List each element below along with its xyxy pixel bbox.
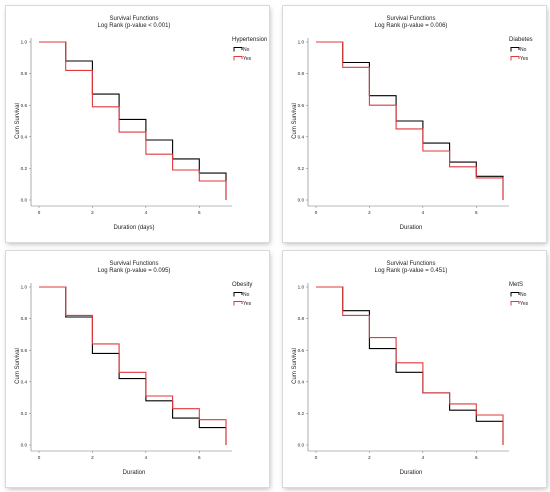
legend-swatch-no — [233, 47, 243, 52]
x-tick-label: 4 — [145, 210, 148, 215]
legend-label-yes: Yes — [520, 301, 529, 307]
legend-label-yes: Yes — [243, 56, 252, 62]
legend-swatch-yes — [510, 56, 520, 61]
x-axis-label: Duration (days) — [113, 225, 154, 231]
legend-title: MetS — [509, 282, 523, 288]
chart-panel-hypertension: Survival Functions Log Rank (p-value < 0.… — [6, 6, 269, 242]
legend-swatch-yes — [233, 301, 243, 306]
chart-title: Survival Functions — [109, 261, 158, 267]
y-tick-label: 0.6 — [298, 348, 305, 353]
y-tick-label: 0.8 — [21, 71, 28, 76]
x-tick-label: 6 — [198, 210, 201, 215]
y-tick-label: 0.4 — [21, 379, 28, 384]
y-tick-label: 0.8 — [298, 316, 305, 321]
legend-label-yes: Yes — [520, 56, 529, 62]
y-tick-label: 0.4 — [298, 379, 305, 384]
y-tick-label: 0.4 — [21, 134, 28, 139]
x-tick-label: 2 — [368, 210, 371, 215]
x-tick-label: 4 — [422, 210, 425, 215]
x-tick-label: 0 — [38, 210, 41, 215]
y-tick-label: 1.0 — [298, 40, 305, 45]
chart-subtitle: Log Rank (p-value = 0.451) — [375, 268, 448, 274]
y-tick-label: 1.0 — [21, 40, 28, 45]
legend-swatch-no — [510, 47, 520, 52]
survival-curve-yes — [316, 41, 504, 200]
x-tick-label: 4 — [422, 455, 425, 460]
y-axis-label: Cum Survival — [292, 103, 298, 139]
y-tick-label: 1.0 — [21, 285, 28, 290]
x-tick-label: 0 — [38, 455, 41, 460]
x-tick-label: 2 — [368, 455, 371, 460]
legend-swatch-yes — [510, 301, 520, 306]
survival-curve-no — [316, 286, 504, 445]
survival-curve-no — [316, 41, 504, 200]
legend-label-no: No — [243, 47, 250, 53]
chart-title: Survival Functions — [386, 261, 435, 267]
chart-subtitle: Log Rank (p-value = 0.006) — [375, 23, 448, 29]
y-tick-label: 0.0 — [21, 198, 28, 203]
legend-label-yes: Yes — [243, 301, 252, 307]
x-tick-label: 2 — [91, 455, 94, 460]
y-tick-label: 0.0 — [298, 443, 305, 448]
x-tick-label: 6 — [475, 455, 478, 460]
y-tick-label: 0.2 — [21, 166, 28, 171]
legend-swatch-no — [510, 292, 520, 297]
y-tick-label: 0.2 — [298, 166, 305, 171]
y-tick-label: 0.2 — [21, 411, 28, 416]
legend-swatch-no — [233, 292, 243, 297]
y-axis-label: Cum Survival — [292, 348, 298, 384]
survival-curve-yes — [39, 41, 227, 200]
chart-title: Survival Functions — [109, 16, 158, 22]
y-tick-label: 0.6 — [21, 103, 28, 108]
survival-curve-no — [39, 41, 227, 200]
survival-curve-yes — [39, 286, 227, 445]
x-axis-label: Duration — [400, 470, 423, 476]
x-axis-label: Duration — [123, 470, 146, 476]
chart-subtitle: Log Rank (p-value < 0.001) — [98, 23, 171, 29]
y-axis-label: Cum Survival — [15, 103, 21, 139]
chart-title: Survival Functions — [386, 16, 435, 22]
legend-label-no: No — [243, 292, 250, 298]
chart-panel-obesity: Survival Functions Log Rank (p-value = 0.… — [6, 251, 269, 487]
y-tick-label: 0.6 — [298, 103, 305, 108]
chart-panel-diabetes: Survival Functions Log Rank (p-value = 0.… — [283, 6, 546, 242]
chart-subtitle: Log Rank (p-value = 0.095) — [98, 268, 171, 274]
x-tick-label: 2 — [91, 210, 94, 215]
y-tick-label: 0.4 — [298, 134, 305, 139]
y-tick-label: 0.6 — [21, 348, 28, 353]
legend-title: Hypertension — [232, 37, 267, 43]
legend-title: Obesity — [232, 282, 252, 288]
x-tick-label: 4 — [145, 455, 148, 460]
legend-swatch-yes — [233, 56, 243, 61]
survival-curve-no — [39, 286, 227, 445]
y-tick-label: 1.0 — [298, 285, 305, 290]
y-tick-label: 0.2 — [298, 411, 305, 416]
x-tick-label: 6 — [198, 455, 201, 460]
y-tick-label: 0.0 — [298, 198, 305, 203]
x-tick-label: 0 — [315, 210, 318, 215]
x-tick-label: 0 — [315, 455, 318, 460]
legend-title: Diabetes — [509, 37, 533, 43]
y-tick-label: 0.8 — [298, 71, 305, 76]
y-axis-label: Cum Survival — [15, 348, 21, 384]
legend-label-no: No — [520, 47, 527, 53]
survival-curve-yes — [316, 286, 504, 445]
x-axis-label: Duration — [400, 225, 423, 231]
y-tick-label: 0.8 — [21, 316, 28, 321]
chart-panel-mets: Survival Functions Log Rank (p-value = 0.… — [283, 251, 546, 487]
y-tick-label: 0.0 — [21, 443, 28, 448]
x-tick-label: 6 — [475, 210, 478, 215]
legend-label-no: No — [520, 292, 527, 298]
